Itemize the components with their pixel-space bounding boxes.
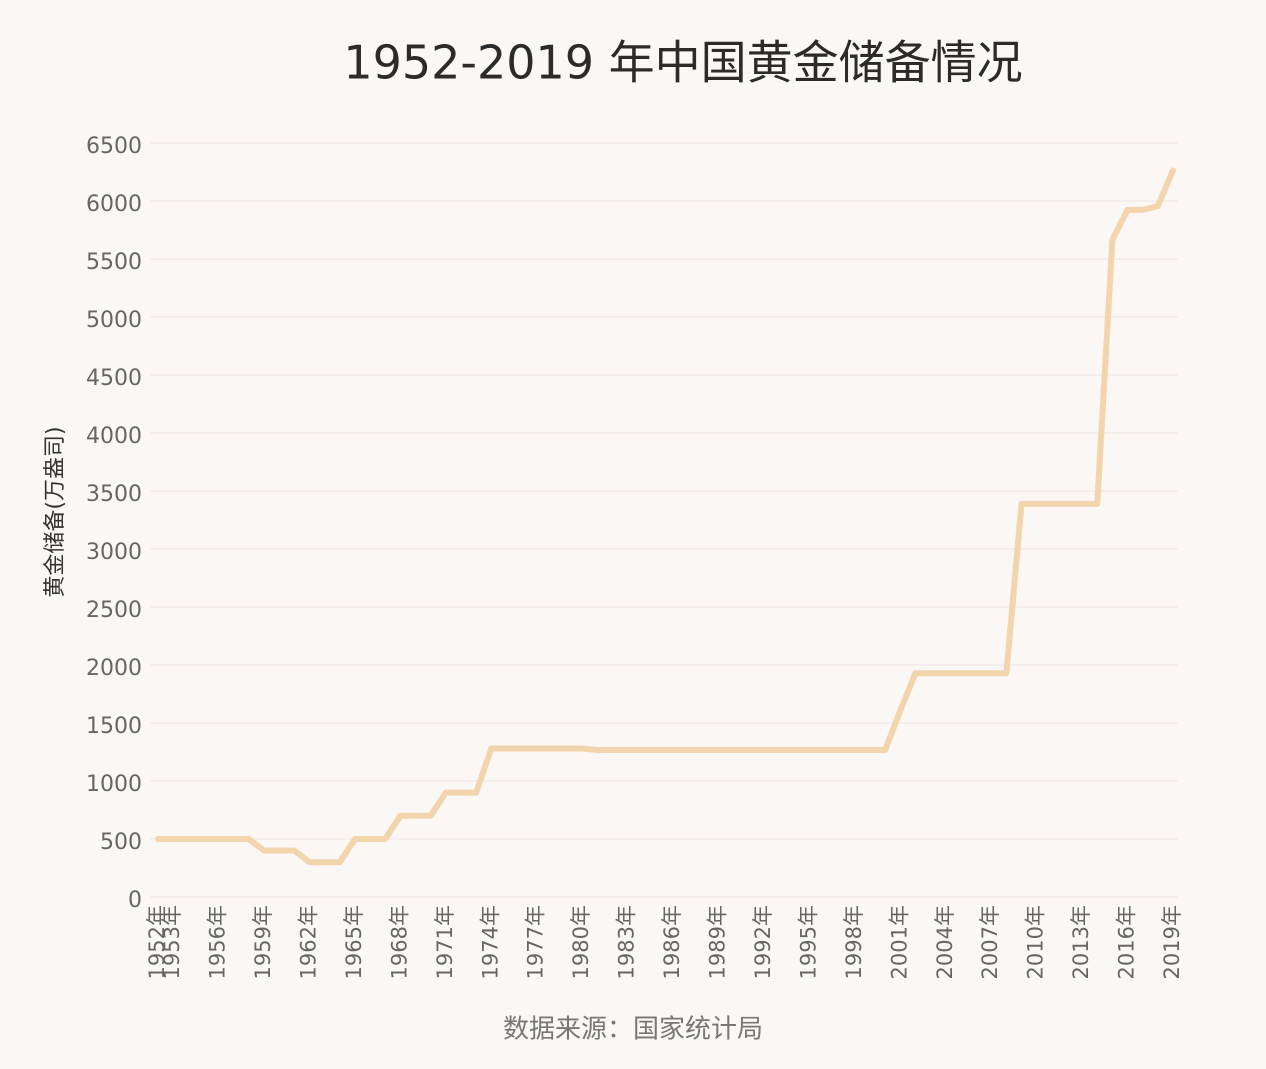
x-tick-label: 1956年 — [206, 905, 230, 979]
x-tick-label: 1974年 — [478, 905, 502, 979]
y-tick-label: 2000 — [86, 656, 142, 681]
x-tick-label: 2001年 — [887, 905, 911, 979]
y-tick-label: 1000 — [86, 772, 142, 797]
y-axis-label: 黄金储备(万盎司) — [43, 426, 68, 597]
y-tick-label: 2500 — [86, 598, 142, 623]
x-tick-label: 1952年 — [145, 905, 169, 979]
y-tick-label: 3500 — [86, 482, 142, 507]
y-tick-label: 5000 — [86, 308, 142, 333]
y-tick-label: 1500 — [86, 714, 142, 739]
x-tick-label: 1962年 — [296, 905, 320, 979]
x-tick-label: 1980年 — [569, 905, 593, 979]
x-tick-label: 2004年 — [933, 905, 957, 979]
x-tick-label: 2007年 — [978, 905, 1002, 979]
data-line — [155, 167, 1176, 866]
x-tick-label: 2019年 — [1160, 905, 1184, 979]
x-tick-label: 2013年 — [1069, 905, 1093, 979]
x-tick-label: 1965年 — [342, 905, 366, 979]
x-tick-label: 1995年 — [796, 905, 820, 979]
x-tick-label: 1971年 — [433, 905, 457, 979]
y-tick-label: 6500 — [86, 134, 142, 159]
x-tick-label: 1983年 — [615, 905, 639, 979]
chart-title: 1952-2019 年中国黄金储备情况 — [343, 36, 1022, 90]
source-note: 数据来源：国家统计局 — [503, 1015, 763, 1045]
y-tick-label: 4000 — [86, 424, 142, 449]
y-tick-label: 500 — [100, 830, 142, 855]
x-tick-label: 1998年 — [842, 905, 866, 979]
x-tick-label: 2016年 — [1115, 905, 1139, 979]
x-tick-label: 1959年 — [251, 905, 275, 979]
x-tick-label: 1989年 — [706, 905, 730, 979]
x-tick-label: 1953年 — [160, 905, 184, 979]
x-tick-label: 1986年 — [660, 905, 684, 979]
y-tick-label: 6000 — [86, 192, 142, 217]
x-tick-label: 1992年 — [751, 905, 775, 979]
x-tick-label: 1977年 — [524, 905, 548, 979]
x-tick-label: 2010年 — [1024, 905, 1048, 979]
y-tick-label: 0 — [128, 888, 142, 913]
y-tick-label: 4500 — [86, 366, 142, 391]
y-tick-label: 5500 — [86, 250, 142, 275]
x-tick-label: 1968年 — [387, 905, 411, 979]
y-tick-label: 3000 — [86, 540, 142, 565]
